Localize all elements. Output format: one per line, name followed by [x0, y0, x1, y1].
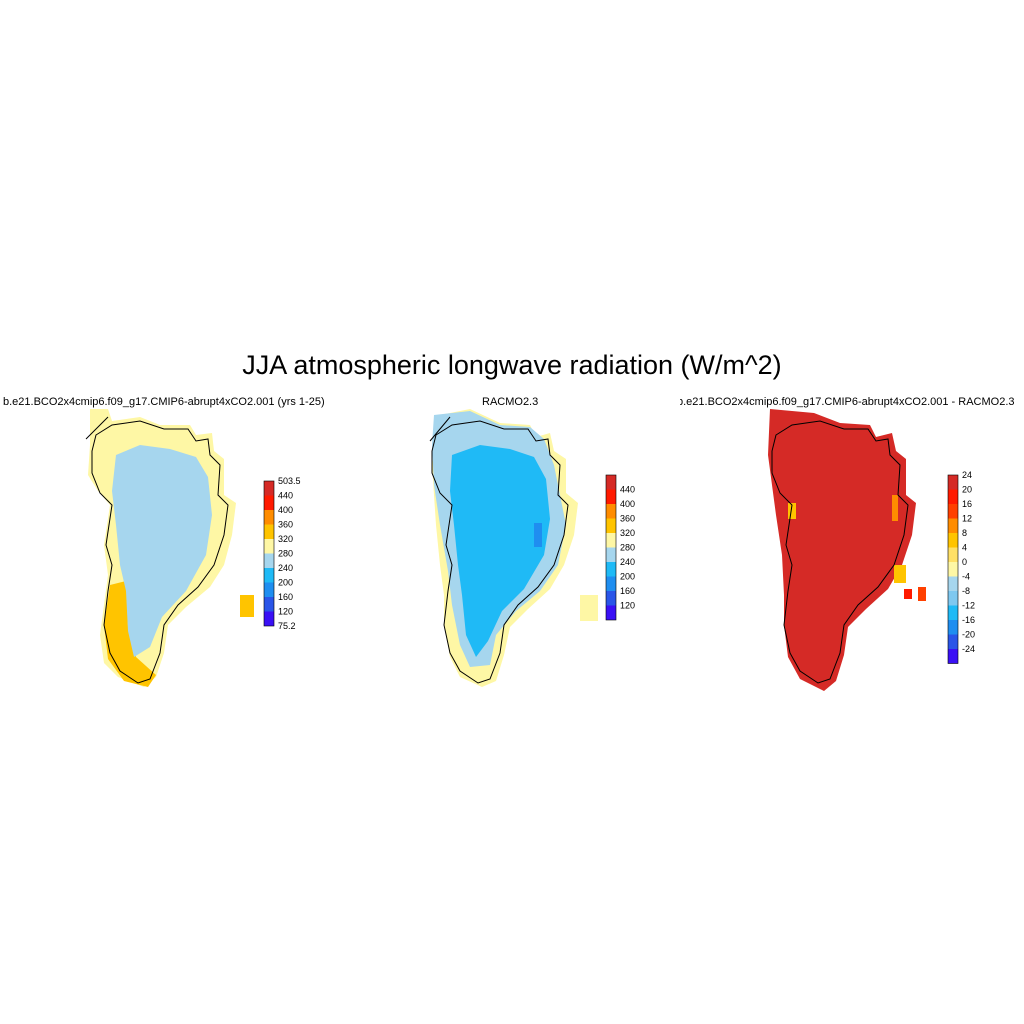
colorbar-label: 120	[278, 607, 293, 617]
colorbar-box	[948, 489, 958, 504]
colorbar-box	[948, 518, 958, 533]
colorbar-label: 24	[962, 470, 972, 480]
colorbar-label: -12	[962, 601, 975, 611]
colorbar-box	[264, 582, 274, 597]
colorbar-label: -16	[962, 615, 975, 625]
colorbar-frame	[263, 480, 275, 627]
colorbar-label: 200	[620, 572, 635, 582]
colorbar-box	[264, 568, 274, 583]
coastline	[429, 416, 569, 684]
colorbar-box	[264, 510, 274, 525]
colorbar-label: 440	[620, 485, 635, 495]
colorbar-label: 0	[962, 557, 967, 567]
colorbar-box	[948, 634, 958, 649]
colorbar-label: 20	[962, 485, 972, 495]
colorbar-label: 280	[278, 549, 293, 559]
colorbar-label: -4	[962, 572, 970, 582]
island-cells	[580, 595, 598, 621]
colorbar-label: 75.2	[278, 621, 296, 631]
panel-difference: b.e21.BCO2x4cmip6.f09_g17.CMIP6-abrupt4x…	[680, 395, 1024, 705]
colorbar-label: 4	[962, 543, 967, 553]
colorbar-box	[948, 547, 958, 562]
colorbar-frame	[947, 474, 959, 664]
colorbar-label: 440	[278, 491, 293, 501]
low-value-cells	[534, 523, 542, 547]
colorbar-box	[948, 576, 958, 591]
panel-racmo: RACMO2.3 120 160 200 240 280 320 360 400 440	[340, 395, 680, 705]
panel-title: b.e21.BCO2x4cmip6.f09_g17.CMIP6-abrupt4x…	[680, 396, 1015, 408]
colorbar-box	[264, 553, 274, 568]
colorbar-svg: -24 -20 -16 -12 -8 -4 0 4 8 12 16 20 24	[947, 470, 975, 664]
main-title: JJA atmospheric longwave radiation (W/m^…	[242, 350, 782, 380]
colorbar-box	[948, 475, 958, 490]
colorbar-box	[264, 597, 274, 612]
colorbar-label: 16	[962, 499, 972, 509]
colorbar-box	[948, 591, 958, 606]
colorbar-label: 240	[620, 557, 635, 567]
colorbar-label: 8	[962, 528, 967, 538]
colorbar-label: 360	[620, 514, 635, 524]
interior-cells	[768, 409, 916, 691]
colorbar: 75.2 120 160 200 240 280 320 360 400 440 503.5	[263, 476, 324, 641]
colorbar-box	[606, 489, 616, 504]
colorbar-box	[606, 605, 616, 620]
edge-cells	[788, 495, 926, 601]
colorbar-svg: 120 160 200 240 280 320 360 400 440	[605, 474, 635, 621]
colorbar-label: 400	[620, 499, 635, 509]
colorbar-box	[264, 481, 274, 496]
colorbar-box	[606, 562, 616, 577]
panel-title: RACMO2.3	[482, 396, 539, 408]
colorbar-box	[606, 576, 616, 591]
colorbar-label: -24	[962, 644, 975, 654]
colorbar-label: 240	[278, 563, 293, 573]
colorbar-box	[948, 504, 958, 519]
colorbar-box	[948, 562, 958, 577]
interior-cells	[450, 445, 550, 657]
greenland-map	[429, 409, 598, 687]
colorbar-svg: 75.2 120 160 200 240 280 320 360 400 440 503.5	[263, 476, 301, 631]
colorbar-label: 400	[278, 505, 293, 515]
colorbar-box	[606, 518, 616, 533]
colorbar: -24 -20 -16 -12 -8 -4 0 4 8 12 16 20 24	[947, 470, 1008, 679]
colorbar-label: 320	[278, 534, 293, 544]
colorbar-box	[948, 649, 958, 664]
orange-coastal-cells	[104, 581, 254, 687]
panel-model: b.e21.BCO2x4cmip6.f09_g17.CMIP6-abrupt4x…	[0, 395, 340, 705]
colorbar-box	[264, 539, 274, 554]
colorbar-frame	[605, 474, 617, 621]
colorbar-box	[606, 504, 616, 519]
colorbar: 120 160 200 240 280 320 360 400 440	[605, 474, 666, 635]
colorbar-label: -8	[962, 586, 970, 596]
colorbar-box	[948, 533, 958, 548]
colorbar-label: 200	[278, 578, 293, 588]
colorbar-box	[606, 591, 616, 606]
colorbar-label: -20	[962, 630, 975, 640]
coastline	[771, 420, 909, 684]
colorbar-label: 12	[962, 514, 972, 524]
coastline	[85, 416, 229, 684]
colorbar-box	[264, 524, 274, 539]
colorbar-box	[606, 533, 616, 548]
interior-cells	[112, 445, 212, 657]
colorbar-label: 120	[620, 601, 635, 611]
colorbar-box	[264, 495, 274, 510]
colorbar-label: 503.5	[278, 476, 301, 486]
colorbar-box	[264, 611, 274, 626]
colorbar-label: 160	[620, 586, 635, 596]
panel-title: b.e21.BCO2x4cmip6.f09_g17.CMIP6-abrupt4x…	[3, 396, 325, 408]
colorbar-box	[948, 620, 958, 635]
colorbar-label: 160	[278, 592, 293, 602]
greenland-map	[85, 409, 254, 687]
colorbar-box	[606, 475, 616, 490]
colorbar-label: 280	[620, 543, 635, 553]
colorbar-box	[606, 547, 616, 562]
greenland-map	[768, 409, 926, 691]
colorbar-label: 360	[278, 520, 293, 530]
colorbar-label: 320	[620, 528, 635, 538]
colorbar-box	[948, 605, 958, 620]
